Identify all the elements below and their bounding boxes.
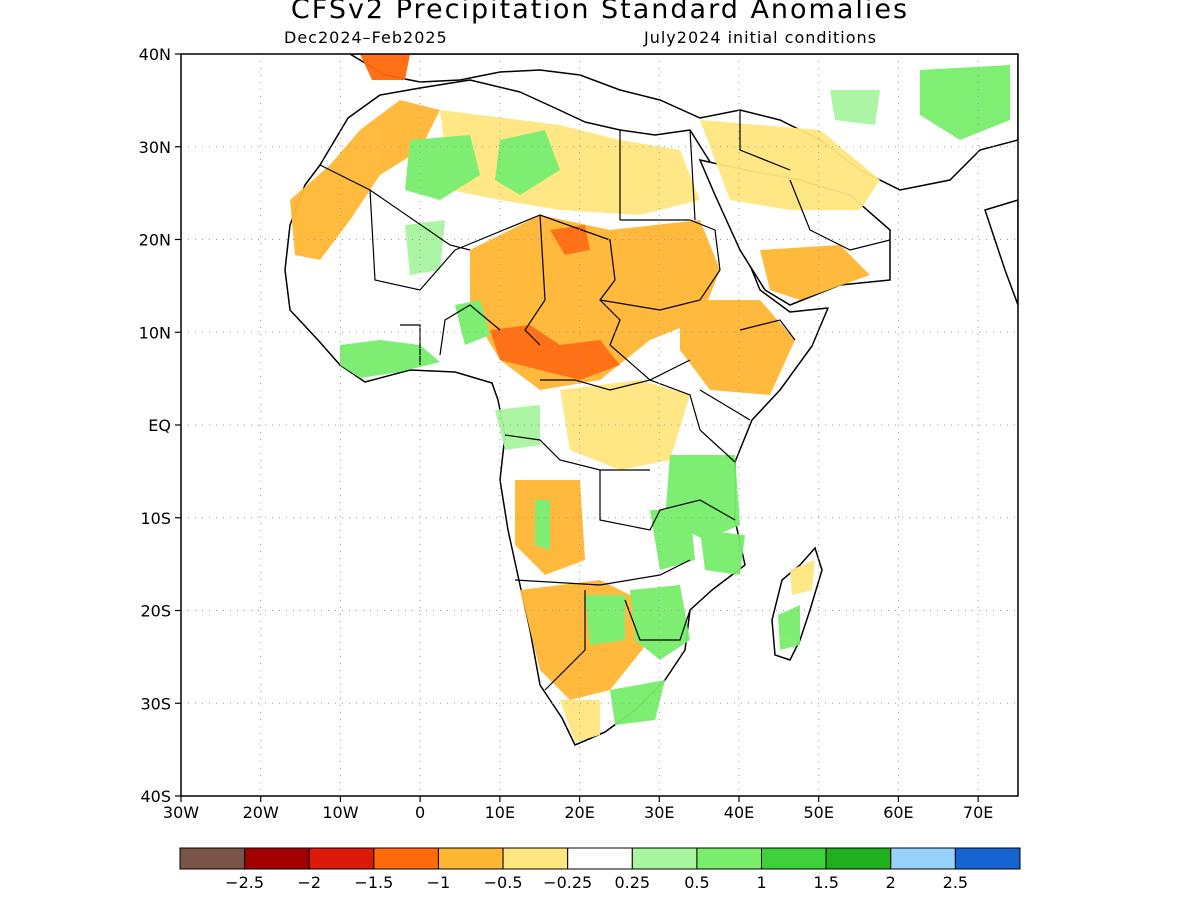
- colorbar-label: −1: [427, 873, 451, 892]
- lat-tick-label: EQ: [148, 416, 171, 435]
- lat-tick-label: 10N: [139, 323, 171, 342]
- lat-tick-label: 40S: [140, 787, 171, 806]
- colorbar-swatch: [631, 847, 698, 870]
- colorbar-label: 0.25: [614, 873, 650, 892]
- colorbar-label: 0.5: [684, 873, 709, 892]
- colorbar-label: −0.25: [543, 873, 592, 892]
- colorbar-swatch: [890, 847, 956, 870]
- lon-tick-label: 20E: [564, 803, 594, 822]
- lon-tick-label: 70E: [963, 803, 993, 822]
- anomaly-shading: [290, 54, 1010, 742]
- colorbar-label: 2: [886, 873, 896, 892]
- colorbar-label: −2.5: [225, 873, 264, 892]
- map-gridlines: [181, 54, 1018, 796]
- latitude-axis: 40N 30N 20N 10N EQ 10S 20S 30S 40S: [139, 45, 181, 806]
- colorbar-label: −0.5: [484, 873, 523, 892]
- lat-tick-label: 10S: [140, 509, 171, 528]
- colorbar-swatch: [825, 847, 892, 870]
- lat-tick-label: 30S: [140, 694, 171, 713]
- colorbar-label: 1: [756, 873, 766, 892]
- map-area: [284, 54, 1018, 746]
- longitude-axis: 30W 20W 10W 0 10E 20E 30E 40E 50E 60E 70E: [163, 796, 993, 822]
- map-title: CFSv2 Precipitation Standard Anomalies: [290, 0, 910, 25]
- colorbar-label: 1.5: [813, 873, 838, 892]
- lat-tick-label: 30N: [139, 138, 171, 157]
- lon-tick-label: 60E: [883, 803, 913, 822]
- lat-tick-label: 40N: [139, 45, 171, 64]
- lat-tick-label: 20S: [140, 602, 171, 621]
- colorbar-swatch: [954, 847, 1021, 870]
- colorbar-swatch: [696, 847, 763, 870]
- colorbar-swatch: [761, 847, 827, 870]
- colorbar-swatch: [502, 847, 569, 870]
- india-landmass: [984, 199, 1018, 306]
- lon-tick-label: 30W: [163, 803, 199, 822]
- colorbar-label: −2: [297, 873, 321, 892]
- initial-conditions-label: July2024 initial conditions: [644, 28, 877, 47]
- country-borders: [319, 110, 891, 691]
- colorbar-swatch: [244, 847, 310, 870]
- colorbar-swatch: [373, 847, 439, 870]
- season-label: Dec2024–Feb2025: [284, 28, 448, 47]
- colorbar-swatch: [437, 847, 504, 870]
- lon-tick-label: 0: [415, 803, 425, 822]
- lon-tick-label: 10W: [322, 803, 358, 822]
- colorbar-swatch: [179, 847, 246, 870]
- lon-tick-label: 30E: [644, 803, 674, 822]
- colorbar-swatch: [567, 847, 633, 870]
- colorbar-label: −1.5: [354, 873, 393, 892]
- lon-tick-label: 40E: [724, 803, 754, 822]
- lat-tick-label: 20N: [139, 231, 171, 250]
- lon-tick-label: 50E: [803, 803, 833, 822]
- colorbar-label: 2.5: [943, 873, 968, 892]
- colorbar-swatch: [308, 847, 375, 870]
- colorbar: −2.5 −2 −1.5 −1 −0.5 −0.25 0.25 0.5 1 1.5 2 2.5: [179, 847, 1021, 892]
- lon-tick-label: 20W: [243, 803, 279, 822]
- lon-tick-label: 10E: [485, 803, 515, 822]
